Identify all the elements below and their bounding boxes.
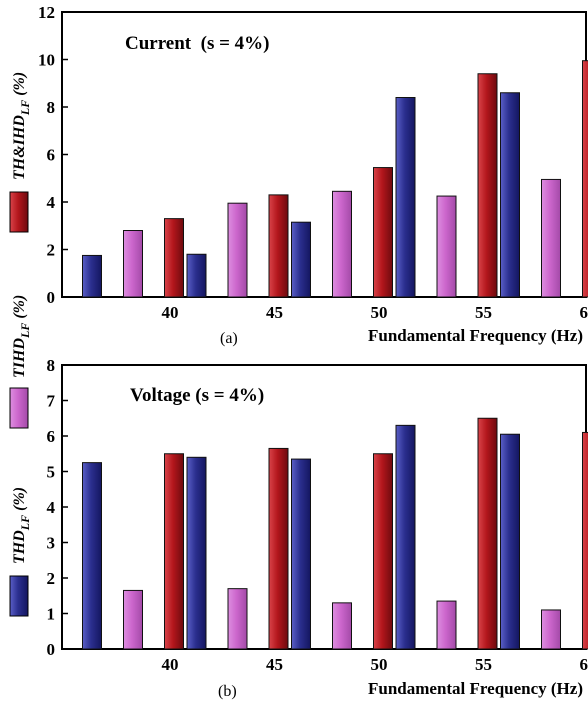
bar-thihd-55	[477, 417, 498, 650]
legend-swatch-thd	[9, 575, 29, 617]
y-tick-label: 3	[47, 534, 56, 553]
legend-unit-thihd: (%)	[11, 72, 28, 96]
legend-name-thihd: TH&IHD	[11, 115, 28, 180]
y-tick-label: 8	[47, 98, 56, 117]
y-tick-label: 6	[47, 427, 56, 446]
legend-unit-tihd: (%)	[11, 295, 28, 319]
y-tick-label: 7	[47, 392, 56, 411]
y-tick-label: 2	[47, 241, 56, 260]
legend-unit-thd: (%)	[11, 487, 28, 511]
bars-a	[82, 60, 588, 298]
x-tick-label: 45	[266, 303, 283, 322]
y-axis-legend: TH&IHDLF(%) TIHDLF(%) THDLF(%)	[9, 72, 32, 617]
bar-thihd-50	[373, 167, 393, 298]
legend-label-thihd: TH&IHDLF (%)	[11, 72, 32, 180]
bar-tihd-50	[332, 602, 352, 650]
chart-panel-a: 0 2 4 6 8 10 12 40 45 50 55 60 Current (s = 4%) (a…	[38, 3, 588, 347]
bar-thd-55	[395, 97, 416, 298]
y-tick-label: 0	[47, 288, 56, 307]
bar-thd-60	[500, 92, 520, 298]
panel-tag-a: (a)	[220, 330, 238, 347]
bar-thd-45	[186, 253, 207, 298]
x-axis-label-b: Fundamental Frequency (Hz)	[368, 679, 583, 698]
bar-thd-60	[500, 433, 520, 650]
bar-thihd-60	[582, 431, 588, 650]
chart-title-a: Current (s = 4%)	[125, 33, 270, 54]
y-tick-label: 12	[38, 3, 55, 22]
bar-thihd-55	[477, 73, 498, 298]
legend-sub-thihd: LF	[18, 100, 32, 116]
y-tick-label: 6	[47, 146, 56, 165]
legend-label-thd: THDLF (%)	[11, 487, 32, 564]
bar-tihd-40	[123, 589, 143, 650]
chart-title-b: Voltage (s = 4%)	[130, 385, 264, 406]
y-ticks-b: 0 1 2 3 4 5 6 7 8	[47, 356, 68, 659]
bar-tihd-45	[227, 588, 248, 650]
bar-thd-55	[395, 424, 416, 650]
y-tick-label: 2	[47, 569, 56, 588]
legend-name-tihd: TIHD	[11, 338, 28, 378]
bars-b	[82, 417, 588, 650]
legend-swatch-tihd	[9, 387, 29, 429]
y-tick-label: 0	[47, 640, 56, 659]
y-tick-label: 10	[38, 51, 55, 70]
bar-thd-45	[186, 456, 207, 650]
x-axis-label-a: Fundamental Frequency (Hz)	[368, 326, 583, 345]
bar-thd-40	[82, 254, 102, 298]
bar-thd-40	[82, 462, 102, 650]
y-tick-label: 8	[47, 356, 56, 375]
x-tick-label: 40	[162, 303, 179, 322]
x-tick-label: 40	[162, 655, 179, 674]
y-tick-label: 1	[47, 605, 56, 624]
bar-tihd-60	[541, 178, 561, 298]
x-tick-label: 50	[371, 303, 388, 322]
x-tick-label: 55	[475, 303, 492, 322]
legend-swatch-thihd	[9, 191, 29, 233]
bar-thd-50	[291, 458, 311, 650]
bar-thd-50	[291, 221, 311, 298]
y-tick-label: 4	[47, 498, 56, 517]
bar-tihd-40	[123, 230, 143, 298]
bar-tihd-55	[436, 600, 457, 650]
x-ticks-b: 40 45 50 55 60	[162, 655, 588, 674]
bar-tihd-45	[227, 202, 248, 298]
bar-thihd-50	[373, 453, 393, 650]
x-tick-label: 60	[580, 303, 588, 322]
x-ticks-a: 40 45 50 55 60	[162, 303, 588, 322]
y-ticks-a: 0 2 4 6 8 10 12	[38, 3, 68, 307]
bar-thihd-40	[164, 453, 184, 650]
legend-sub-thd: LF	[18, 515, 32, 531]
x-tick-label: 55	[475, 655, 492, 674]
x-tick-label: 45	[266, 655, 283, 674]
legend-sub-tihd: LF	[18, 323, 32, 339]
bar-thihd-45	[268, 194, 289, 298]
bar-thihd-45	[268, 447, 289, 650]
x-tick-label: 60	[580, 655, 588, 674]
bar-tihd-60	[541, 609, 561, 650]
y-tick-label: 5	[47, 463, 56, 482]
x-tick-label: 50	[371, 655, 388, 674]
bar-thihd-60	[582, 60, 588, 298]
bar-tihd-50	[332, 190, 352, 298]
panel-tag-b: (b)	[218, 683, 237, 700]
y-tick-label: 4	[47, 193, 56, 212]
legend-label-tihd: TIHDLF (%)	[11, 295, 32, 378]
bar-thihd-40	[164, 218, 184, 298]
bar-tihd-55	[436, 195, 457, 298]
legend-name-thd: THD	[11, 530, 28, 564]
